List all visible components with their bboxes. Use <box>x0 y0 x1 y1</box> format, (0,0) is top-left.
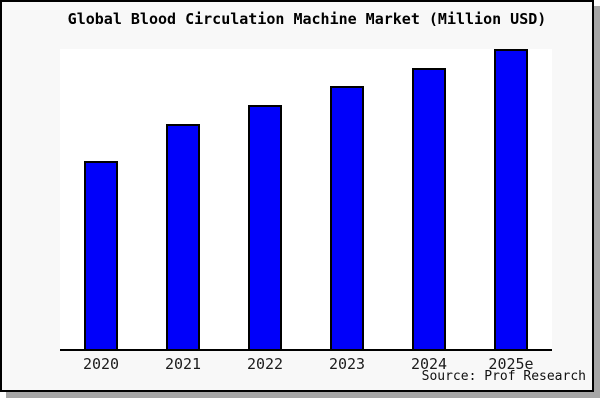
x-tick-label-2023: 2023 <box>328 355 366 373</box>
bar-2024 <box>412 68 446 349</box>
bar-2023 <box>330 86 364 349</box>
bar-slot-2025e <box>470 49 552 349</box>
x-tick-label-2020: 2020 <box>82 355 120 373</box>
x-axis-labels: 2020 2021 2022 2023 2024 2025e <box>60 355 552 373</box>
chart-title: Global Blood Circulation Machine Market … <box>67 10 547 28</box>
x-tick-label-2024: 2024 <box>410 355 448 373</box>
source-note: Source: Prof Research <box>421 369 586 384</box>
bar-2022 <box>248 105 282 349</box>
x-tick-label-2022: 2022 <box>246 355 284 373</box>
bar-slot-2022 <box>224 49 306 349</box>
bar-slot-2024 <box>388 49 470 349</box>
x-tick-label-2021: 2021 <box>164 355 202 373</box>
plot-area <box>60 49 552 351</box>
chart-card: Global Blood Circulation Machine Market … <box>0 0 594 392</box>
x-tick-label-2025e: 2025e <box>488 355 534 373</box>
bar-slot-2020 <box>60 49 142 349</box>
bar-slot-2023 <box>306 49 388 349</box>
bar-2020 <box>84 161 118 349</box>
bar-slot-2021 <box>142 49 224 349</box>
bar-2021 <box>166 124 200 349</box>
bar-2025e <box>494 49 528 349</box>
